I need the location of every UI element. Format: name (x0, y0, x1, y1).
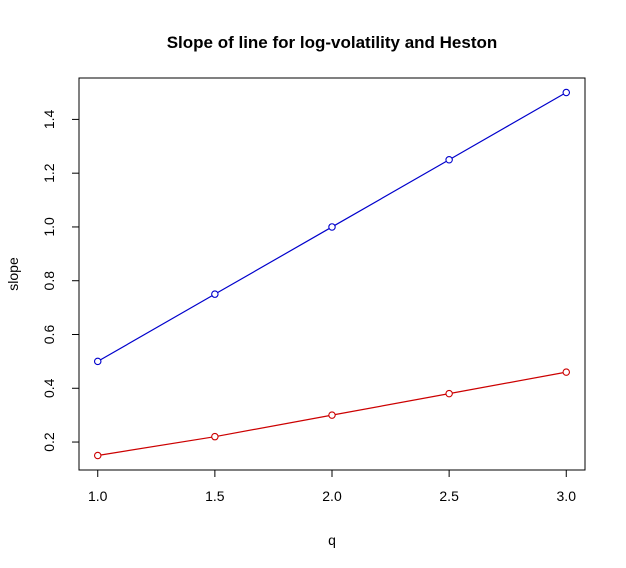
x-tick-label: 1.0 (88, 488, 108, 504)
plot-frame (78, 77, 586, 471)
y-tick-label: 1.2 (41, 163, 57, 183)
series-1-point (93, 357, 102, 366)
y-tick-label: 1.4 (41, 109, 57, 129)
series-1-point (562, 88, 571, 97)
y-tick-label: 1.0 (41, 217, 57, 237)
y-tick-label: 0.2 (41, 432, 57, 452)
series-layer (93, 88, 571, 460)
x-axis-label: q (328, 532, 336, 548)
y-tick-label: 0.4 (41, 378, 57, 398)
x-tick-label: 2.0 (322, 488, 342, 504)
series-2-point (445, 389, 453, 398)
x-tick-label: 2.5 (439, 488, 459, 504)
y-axis-label: slope (5, 257, 21, 291)
series-1-point (445, 155, 453, 164)
x-tick-label: 1.5 (205, 488, 225, 504)
series-2-point (328, 411, 336, 419)
x-tick-label: 3.0 (557, 488, 577, 504)
chart-title: Slope of line for log-volatility and Hes… (167, 33, 498, 52)
y-tick-label: 0.6 (41, 325, 57, 345)
y-tick-label: 0.8 (41, 271, 57, 291)
series-2 (93, 368, 571, 460)
series-1 (93, 88, 571, 366)
series-2-point (562, 368, 571, 376)
series-2-point (93, 451, 102, 460)
series-1-point (211, 290, 219, 298)
series-2-point (211, 432, 219, 441)
y-axis: 0.2 0.4 0.6 0.8 1.0 1.2 1.4 (41, 109, 80, 452)
x-axis: 1.0 1.5 2.0 2.5 3.0 (88, 469, 577, 504)
series-1-point (328, 223, 336, 231)
